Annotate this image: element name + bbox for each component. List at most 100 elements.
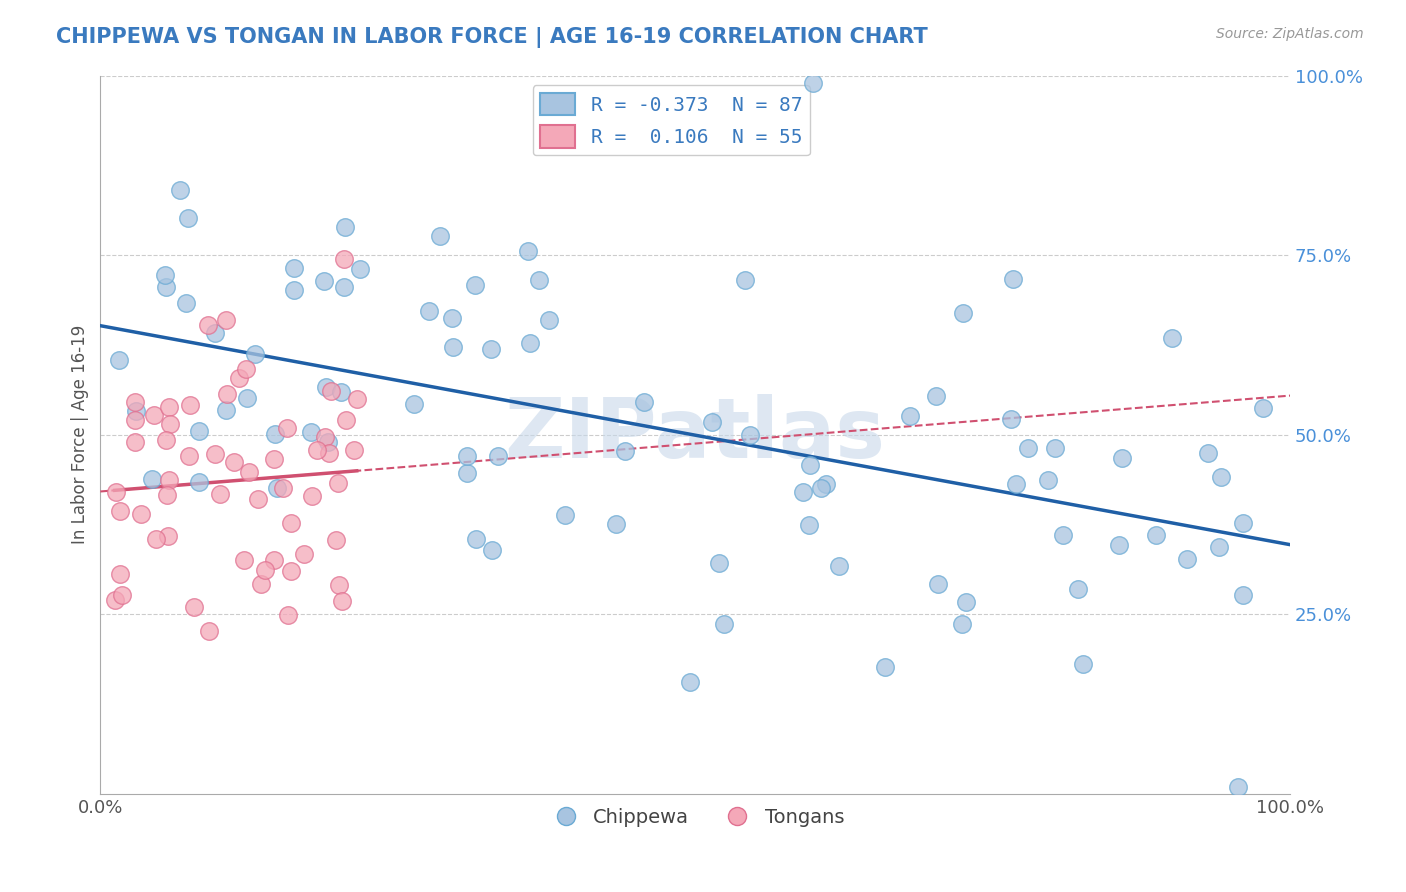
Point (156, 487, 179, 501)
Legend: Chippewa, Tongans: Chippewa, Tongans (538, 800, 852, 835)
Point (299, 425, 322, 439)
Point (801, 76, 824, 90)
Point (142, 409, 165, 423)
Point (246, 491, 269, 506)
Point (283, 283, 305, 297)
Point (792, 485, 814, 500)
Point (177, 449, 200, 463)
Point (1052, 528, 1074, 542)
Point (235, 362, 257, 376)
Point (156, 529, 179, 543)
Point (1000, 412, 1022, 426)
Point (197, 318, 219, 332)
Point (305, 443, 328, 458)
Point (441, 340, 464, 354)
Point (124, 434, 146, 449)
Point (253, 563, 276, 577)
Point (734, 273, 756, 287)
Point (104, 485, 127, 500)
Point (333, 220, 356, 235)
Point (328, 578, 350, 592)
Point (314, 430, 336, 444)
Point (346, 392, 368, 406)
Point (208, 487, 231, 501)
Point (233, 553, 256, 567)
Point (713, 616, 735, 631)
Point (1161, 330, 1184, 344)
Point (325, 533, 347, 548)
Point (1175, 551, 1198, 566)
Point (215, 313, 238, 327)
Point (799, 518, 821, 533)
Point (198, 624, 221, 638)
Point (159, 417, 181, 432)
Point (1067, 582, 1090, 597)
Point (1001, 272, 1024, 286)
Text: Source: ZipAtlas.com: Source: ZipAtlas.com (1216, 27, 1364, 41)
Point (169, 183, 191, 197)
Point (276, 421, 298, 435)
Point (333, 252, 356, 266)
Point (1005, 477, 1028, 491)
Y-axis label: In Labor Force | Age 16-19: In Labor Force | Age 16-19 (72, 326, 89, 544)
Point (129, 507, 152, 521)
Text: CHIPPEWA VS TONGAN IN LABOR FORCE | AGE 16-19 CORRELATION CHART: CHIPPEWA VS TONGAN IN LABOR FORCE | AGE … (56, 27, 928, 48)
Point (111, 588, 134, 602)
Point (1197, 446, 1219, 460)
Point (799, 458, 821, 473)
Point (440, 310, 463, 325)
Point (292, 547, 315, 561)
Point (328, 475, 350, 490)
Point (486, 449, 509, 463)
Point (110, 503, 132, 517)
Point (456, 466, 478, 480)
Point (177, 211, 200, 225)
Point (277, 607, 299, 622)
Point (316, 434, 339, 449)
Point (537, 313, 560, 327)
Point (828, 559, 851, 574)
Text: ZIPatlas: ZIPatlas (505, 394, 886, 475)
Point (614, 443, 637, 458)
Point (1043, 442, 1066, 456)
Point (283, 261, 305, 276)
Point (464, 532, 486, 546)
Point (280, 516, 302, 531)
Point (179, 398, 201, 412)
Point (955, 595, 977, 609)
Point (157, 400, 180, 414)
Point (418, 303, 440, 318)
Point (519, 336, 541, 351)
Point (1208, 541, 1230, 555)
Point (236, 391, 259, 405)
Point (481, 543, 503, 558)
Point (314, 274, 336, 288)
Point (898, 409, 921, 423)
Point (124, 395, 146, 409)
Point (110, 566, 132, 581)
Point (738, 428, 761, 442)
Point (222, 455, 245, 469)
Point (104, 592, 127, 607)
Point (479, 342, 502, 356)
Point (464, 277, 486, 292)
Point (605, 517, 627, 532)
Point (329, 385, 352, 400)
Point (315, 380, 337, 394)
Point (264, 426, 287, 441)
Point (217, 387, 239, 401)
Point (145, 532, 167, 546)
Point (141, 472, 163, 486)
Point (1071, 657, 1094, 671)
Point (125, 404, 148, 418)
Point (157, 473, 180, 487)
Point (1017, 442, 1039, 456)
Point (1251, 401, 1274, 415)
Point (343, 443, 366, 458)
Point (700, 415, 723, 429)
Point (1232, 516, 1254, 530)
Point (188, 424, 211, 438)
Point (124, 413, 146, 427)
Point (529, 273, 551, 287)
Point (263, 452, 285, 467)
